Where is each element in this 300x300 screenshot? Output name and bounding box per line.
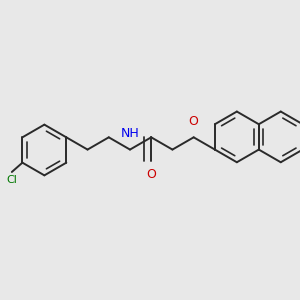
Text: Cl: Cl [6,176,17,185]
Text: O: O [146,168,156,181]
Text: NH: NH [121,127,140,140]
Text: O: O [189,115,199,128]
